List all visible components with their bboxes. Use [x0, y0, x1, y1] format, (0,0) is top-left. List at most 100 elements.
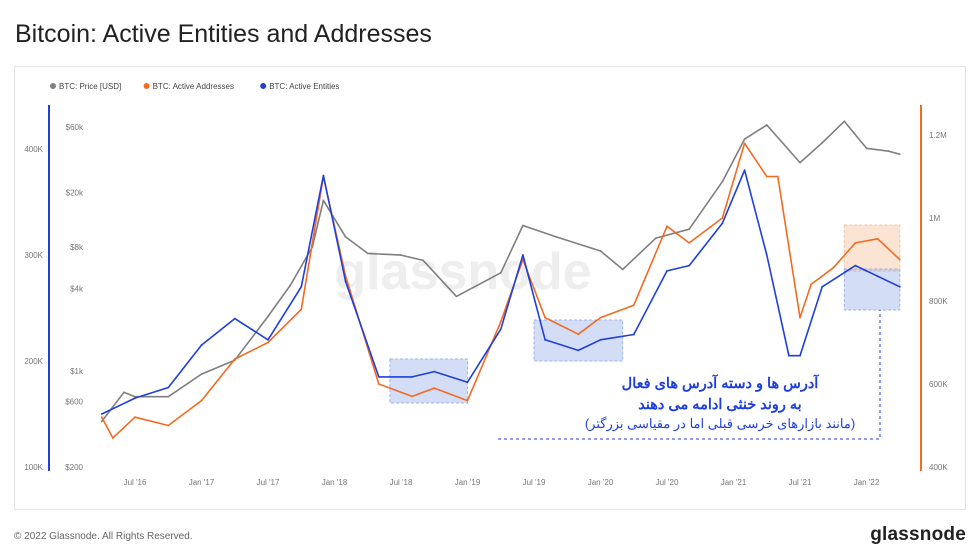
- addresses-point: [765, 175, 768, 178]
- x-tick-label: Jul '18: [390, 478, 413, 487]
- price-tick-label: $20k: [66, 188, 84, 197]
- price-tick-label: $1k: [70, 367, 84, 376]
- price-point: [322, 199, 325, 202]
- entities-point: [466, 381, 469, 384]
- x-tick-label: Jan '22: [854, 478, 880, 487]
- entities-point: [377, 376, 380, 378]
- price-point: [289, 284, 292, 287]
- legend-marker: [260, 83, 267, 89]
- x-tick-label: Jul '16: [124, 478, 147, 487]
- addresses-tick-label: 1.2M: [929, 131, 947, 140]
- price-point: [123, 391, 125, 394]
- entities-point: [821, 285, 824, 288]
- price-point: [898, 153, 901, 156]
- addresses-point: [832, 266, 835, 269]
- addresses-point: [599, 316, 602, 319]
- entities-point: [743, 169, 746, 172]
- entities-point: [721, 222, 724, 225]
- addresses-point: [167, 424, 170, 427]
- entities-point: [666, 270, 668, 272]
- addresses-point: [666, 225, 668, 228]
- entities-point: [433, 370, 436, 373]
- addresses-tick-label: 800K: [929, 297, 948, 306]
- price-tick-label: $4k: [70, 284, 84, 293]
- legend-label: BTC: Active Addresses: [153, 82, 234, 91]
- addresses-point: [721, 217, 724, 219]
- annotation-line3: (مانند بازارهای خرسی قبلی اما در مقیاسی …: [585, 416, 855, 432]
- addresses-point: [233, 358, 236, 360]
- x-tick-label: Jul '19: [523, 478, 546, 487]
- price-point: [522, 224, 524, 227]
- price-point: [743, 138, 746, 140]
- price-tick-label: $8k: [70, 243, 84, 252]
- annotation-line2: به روند خنثی ادامه می دهند: [638, 397, 801, 413]
- addresses-point: [300, 308, 303, 311]
- entities-tick-label: 200K: [24, 357, 43, 366]
- annotation-line1: آدرس ها و دسته آدرس های فعال: [622, 373, 821, 392]
- entities-point: [788, 354, 790, 357]
- price-point: [344, 235, 347, 238]
- addresses-point: [377, 383, 380, 385]
- entities-point: [134, 397, 136, 399]
- entities-point: [322, 174, 325, 177]
- addresses-point: [111, 437, 114, 439]
- entities-line: [101, 169, 901, 415]
- x-tick-label: Jan '20: [588, 478, 614, 487]
- price-point: [455, 295, 458, 298]
- addresses-line: [101, 142, 901, 439]
- entities-point: [344, 280, 347, 283]
- addresses-point: [854, 242, 857, 244]
- price-point: [599, 250, 602, 252]
- legend-label: BTC: Active Entities: [269, 82, 339, 91]
- legend-marker: [143, 83, 150, 89]
- addresses-point: [466, 399, 469, 402]
- price-point: [765, 124, 768, 126]
- x-tick-label: Jul '20: [656, 478, 679, 487]
- price-point: [655, 237, 657, 240]
- price-point: [555, 235, 558, 238]
- price-tick-label: $60k: [66, 123, 84, 132]
- addresses-point: [688, 242, 691, 244]
- entities-tick-label: 100K: [24, 463, 43, 472]
- price-point: [865, 147, 868, 150]
- addresses-point: [134, 416, 136, 419]
- entities-point: [499, 328, 502, 331]
- addresses-point: [100, 416, 103, 419]
- highlight-zone-3: [843, 224, 901, 272]
- x-tick-label: Jul '21: [789, 478, 812, 487]
- addresses-point: [632, 304, 635, 307]
- price-point: [400, 254, 402, 256]
- addresses-point: [411, 395, 413, 398]
- chart-frame: glassnode $200 $600 $1k $4k $8k $20k $60k 100K 2…: [14, 66, 966, 510]
- addresses-point: [876, 237, 879, 240]
- addresses-point: [810, 283, 812, 286]
- legend-label: BTC: Price [USD]: [59, 82, 121, 91]
- entities-point: [100, 413, 103, 415]
- addresses-point: [200, 399, 203, 402]
- entities-point: [267, 338, 269, 341]
- watermark: glassnode: [334, 243, 591, 301]
- price-point: [799, 161, 801, 164]
- copyright-text: © 2022 Glassnode. All Rights Reserved.: [14, 531, 193, 542]
- addresses-point: [544, 316, 546, 319]
- entities-point: [200, 344, 203, 346]
- price-point: [366, 252, 369, 255]
- entities-point: [632, 333, 635, 336]
- addresses-tick-label: 600K: [929, 380, 948, 389]
- highlight-zone-4: [843, 268, 901, 311]
- entities-point: [300, 285, 303, 288]
- annotation-leader: [498, 310, 881, 440]
- price-tick-label: $200: [65, 463, 83, 472]
- price-point: [499, 271, 502, 274]
- entities-point: [854, 264, 857, 267]
- entities-tick-label: 400K: [24, 145, 43, 154]
- price-point: [821, 141, 824, 144]
- x-tick-label: Jul '17: [257, 478, 280, 487]
- addresses-point: [799, 316, 801, 319]
- brand-logo: glassnode: [870, 524, 966, 545]
- price-point: [887, 150, 890, 153]
- entities-point: [233, 317, 236, 320]
- entities-point: [544, 338, 546, 341]
- entities-point: [688, 264, 691, 267]
- addresses-point: [577, 333, 580, 336]
